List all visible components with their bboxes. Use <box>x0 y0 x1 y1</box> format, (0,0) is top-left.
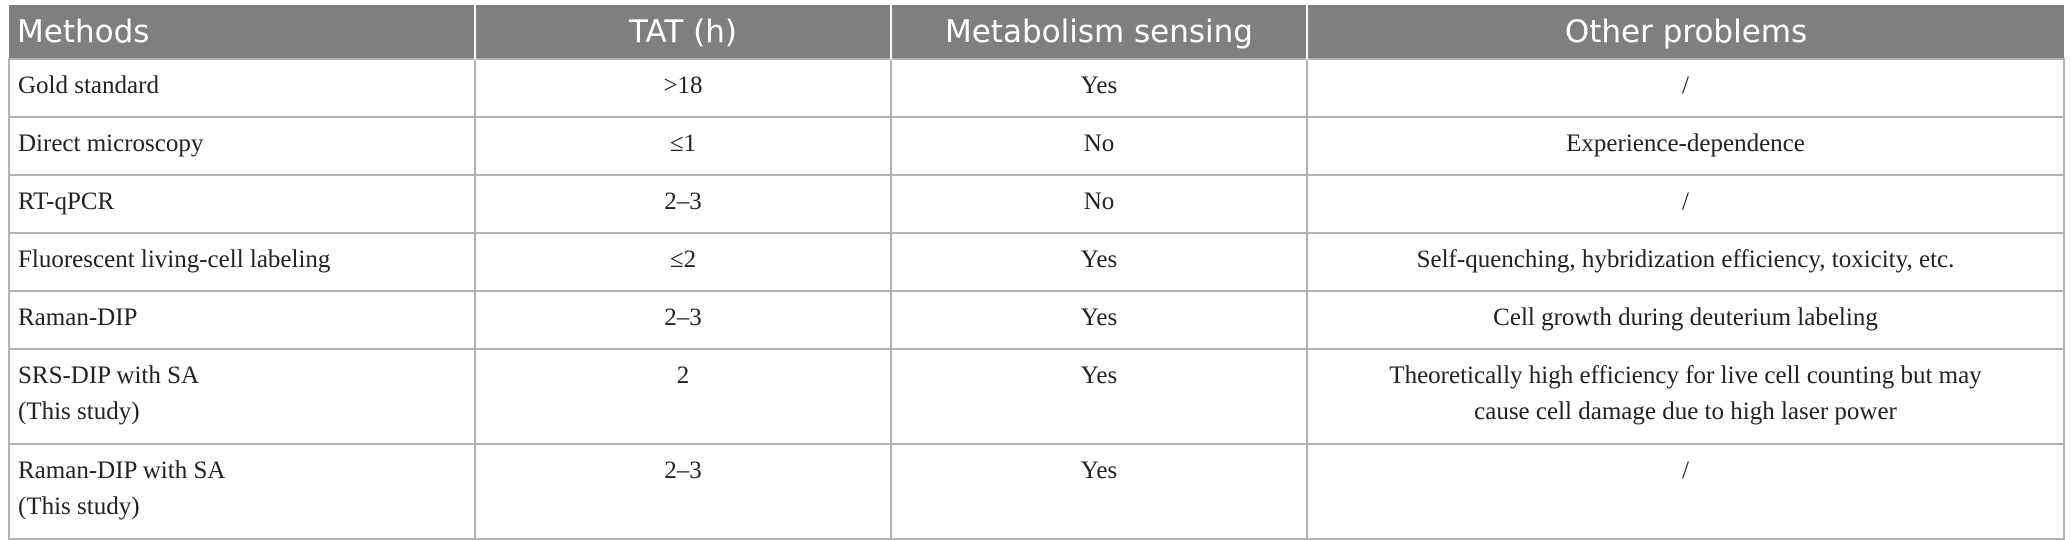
method-name: Raman-DIP <box>18 304 138 331</box>
problems-line-2: cause cell damage due to high laser powe… <box>1474 398 1897 425</box>
cell-problems: Self-quenching, hybridization efficiency… <box>1306 232 2065 292</box>
cell-metabolism: Yes <box>890 232 1308 292</box>
table-row: Raman-DIP with SA (This study) 2–3 Yes / <box>8 443 2065 540</box>
cell-problems: Experience-dependence <box>1306 116 2065 176</box>
problems-line-1: Theoretically high efficiency for live c… <box>1389 362 1982 389</box>
header-row: Methods TAT (h) Metabolism sensing Other… <box>9 5 2064 59</box>
cell-problems: / <box>1306 174 2065 234</box>
cell-tat: 2 <box>474 348 892 445</box>
table-row: RT-qPCR 2–3 No / <box>8 174 2065 234</box>
cell-problems: Theoretically high efficiency for live c… <box>1306 348 2065 445</box>
cell-method: SRS-DIP with SA (This study) <box>8 348 476 445</box>
cell-metabolism: Yes <box>890 290 1308 350</box>
comparison-table: Methods TAT (h) Metabolism sensing Other… <box>8 5 2065 540</box>
cell-tat: ≤2 <box>474 232 892 292</box>
method-name: Fluorescent living-cell labeling <box>18 246 331 273</box>
method-name: Raman-DIP with SA <box>18 457 226 484</box>
header-metabolism-sensing: Metabolism sensing <box>891 5 1308 59</box>
method-name: RT-qPCR <box>18 188 115 215</box>
cell-method: Raman-DIP with SA (This study) <box>8 443 476 540</box>
header-methods: Methods <box>9 5 476 59</box>
cell-method: RT-qPCR <box>8 174 476 234</box>
cell-method: Gold standard <box>8 58 476 118</box>
cell-problems: / <box>1306 443 2065 540</box>
cell-metabolism: Yes <box>890 443 1308 540</box>
cell-tat: 2–3 <box>474 443 892 540</box>
cell-tat: 2–3 <box>474 290 892 350</box>
cell-problems: Cell growth during deuterium labeling <box>1306 290 2065 350</box>
method-name: Direct microscopy <box>18 130 204 157</box>
header-other-problems: Other problems <box>1307 5 2064 59</box>
table-row: Fluorescent living-cell labeling ≤2 Yes … <box>8 232 2065 292</box>
cell-method: Direct microscopy <box>8 116 476 176</box>
cell-tat: 2–3 <box>474 174 892 234</box>
cell-metabolism: Yes <box>890 348 1308 445</box>
cell-tat: ≤1 <box>474 116 892 176</box>
header-tat: TAT (h) <box>475 5 892 59</box>
method-name: SRS-DIP with SA <box>18 362 200 389</box>
cell-problems: / <box>1306 58 2065 118</box>
method-name: Gold standard <box>18 72 159 99</box>
cell-tat: >18 <box>474 58 892 118</box>
cell-method: Fluorescent living-cell labeling <box>8 232 476 292</box>
cell-metabolism: No <box>890 116 1308 176</box>
table-row: SRS-DIP with SA (This study) 2 Yes Theor… <box>8 348 2065 445</box>
method-note: (This study) <box>18 398 140 425</box>
table-row: Gold standard >18 Yes / <box>8 58 2065 118</box>
cell-method: Raman-DIP <box>8 290 476 350</box>
method-note: (This study) <box>18 493 140 520</box>
cell-metabolism: Yes <box>890 58 1308 118</box>
comparison-table-container: Methods TAT (h) Metabolism sensing Other… <box>8 5 2065 540</box>
table-row: Raman-DIP 2–3 Yes Cell growth during deu… <box>8 290 2065 350</box>
cell-metabolism: No <box>890 174 1308 234</box>
table-row: Direct microscopy ≤1 No Experience-depen… <box>8 116 2065 176</box>
